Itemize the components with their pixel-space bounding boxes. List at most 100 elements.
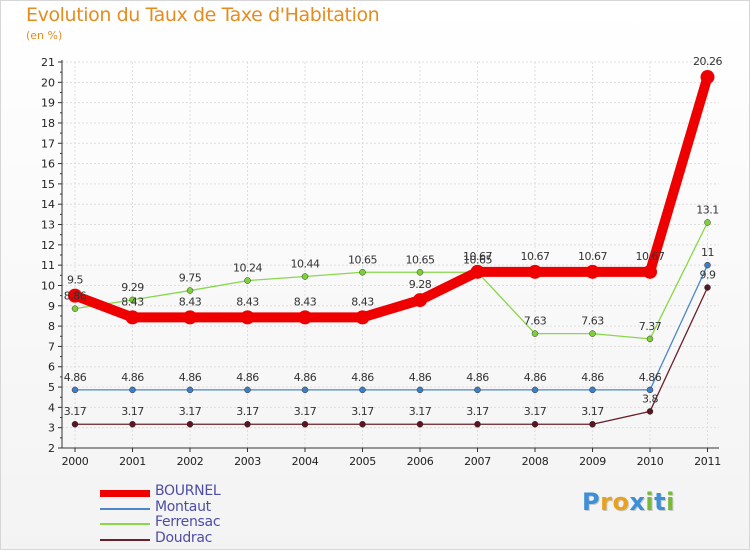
data-point bbox=[186, 386, 194, 394]
data-label: 3.17 bbox=[466, 405, 489, 418]
axes: 2 3 4 5 6 7 8 9 10 11 12 13 14 15 16 17 18 19 20 21 2000 2001… bbox=[41, 56, 721, 468]
data-label: 8.43 bbox=[294, 295, 317, 308]
data-label: 10.65 bbox=[463, 253, 492, 266]
data-label: 7.63 bbox=[581, 315, 604, 328]
y-tick-label: 21 bbox=[41, 56, 55, 69]
series-lines bbox=[68, 70, 715, 428]
legend-label: Doudrac bbox=[155, 530, 213, 546]
y-tick-label: 11 bbox=[41, 259, 55, 272]
y-axis-unit-label: (en %) bbox=[26, 29, 63, 42]
data-point bbox=[359, 269, 366, 276]
logo-letter: o bbox=[612, 488, 630, 516]
data-label: 4.86 bbox=[236, 371, 259, 384]
data-point bbox=[470, 264, 485, 279]
x-tick-label: 2006 bbox=[407, 455, 434, 468]
data-point bbox=[531, 386, 539, 394]
data-point bbox=[301, 386, 309, 394]
data-label: 3.17 bbox=[179, 405, 202, 418]
y-tick-label: 15 bbox=[41, 178, 55, 191]
data-label: 11 bbox=[701, 246, 714, 259]
data-label: 3.17 bbox=[409, 405, 432, 418]
data-label: 4.86 bbox=[466, 371, 489, 384]
data-label: 9.75 bbox=[179, 272, 202, 285]
data-label: 10.65 bbox=[348, 253, 377, 266]
logo-letter: i bbox=[645, 488, 655, 516]
y-tick-label: 13 bbox=[41, 219, 55, 232]
data-label: 3.17 bbox=[524, 405, 547, 418]
data-label: 8.43 bbox=[179, 295, 202, 308]
data-point bbox=[71, 305, 79, 312]
data-label: 3.17 bbox=[236, 405, 259, 418]
x-tick-label: 2000 bbox=[62, 455, 89, 468]
legend-label: BOURNEL bbox=[155, 483, 221, 499]
data-point bbox=[589, 386, 596, 394]
series-line-doudrac bbox=[74, 286, 709, 425]
series-line-bournel bbox=[70, 72, 713, 323]
data-label: 4.86 bbox=[179, 371, 202, 384]
y-tick-label: 7 bbox=[48, 340, 55, 353]
data-label: 10.24 bbox=[233, 262, 262, 275]
logo-letter: i bbox=[666, 488, 675, 516]
data-label: 7.63 bbox=[524, 315, 547, 328]
data-label: 3.8 bbox=[642, 392, 658, 405]
x-tick-label: 2003 bbox=[234, 455, 261, 468]
data-label: 9.9 bbox=[700, 269, 716, 282]
data-point bbox=[474, 386, 481, 394]
data-label: 4.86 bbox=[294, 371, 317, 384]
data-label: 3.17 bbox=[121, 405, 144, 418]
chart-title: Evolution du Taux de Taxe d'Habitation bbox=[26, 4, 380, 26]
x-tick-label: 2005 bbox=[349, 455, 376, 468]
data-point bbox=[643, 264, 657, 279]
data-label: 10.67 bbox=[636, 250, 665, 263]
data-label: 9.28 bbox=[409, 278, 432, 291]
data-point bbox=[646, 335, 654, 343]
data-point bbox=[129, 420, 136, 428]
y-tick-label: 19 bbox=[41, 97, 55, 110]
logo-letter: r bbox=[600, 488, 613, 516]
data-point bbox=[416, 420, 424, 428]
data-label: 13.1 bbox=[696, 203, 719, 216]
data-point bbox=[474, 420, 481, 428]
data-point bbox=[589, 330, 596, 337]
data-point bbox=[416, 269, 424, 276]
y-tick-label: 12 bbox=[41, 239, 55, 252]
y-tick-label: 8 bbox=[48, 320, 55, 333]
y-tick-label: 16 bbox=[41, 158, 55, 171]
data-point bbox=[68, 288, 82, 303]
legend-swatch bbox=[100, 490, 150, 497]
data-point bbox=[301, 273, 309, 280]
y-tick-label: 4 bbox=[48, 401, 55, 414]
data-label: 3.17 bbox=[64, 405, 87, 418]
legend-swatch bbox=[100, 523, 150, 525]
x-tick-label: 2008 bbox=[522, 455, 549, 468]
data-point bbox=[646, 386, 654, 394]
data-point bbox=[589, 420, 596, 428]
data-point bbox=[71, 386, 79, 394]
data-label: 3.17 bbox=[351, 405, 374, 418]
series-line-montaut bbox=[74, 264, 709, 391]
y-tick-label: 14 bbox=[41, 198, 55, 211]
data-point bbox=[704, 261, 711, 269]
x-tick-label: 2007 bbox=[464, 455, 491, 468]
y-tick-label: 17 bbox=[41, 137, 55, 150]
data-point bbox=[244, 420, 251, 428]
data-point bbox=[585, 264, 600, 279]
data-label: 10.65 bbox=[406, 253, 435, 266]
data-point bbox=[359, 420, 366, 428]
x-tick-label: 2002 bbox=[177, 455, 204, 468]
data-point bbox=[240, 310, 255, 325]
y-tick-label: 10 bbox=[41, 279, 55, 292]
data-label: 4.86 bbox=[639, 371, 662, 384]
data-label: 4.86 bbox=[524, 371, 547, 384]
data-point bbox=[71, 420, 79, 428]
y-tick-label: 3 bbox=[48, 422, 55, 435]
data-point bbox=[704, 219, 711, 226]
data-label: 9.5 bbox=[67, 274, 83, 287]
data-point bbox=[244, 386, 251, 394]
data-point bbox=[646, 408, 654, 415]
y-tick-label: 2 bbox=[48, 442, 55, 455]
proxiti-logo: Proxiti bbox=[582, 488, 675, 516]
x-tick-label: 2010 bbox=[637, 455, 664, 468]
data-label: 10.67 bbox=[521, 250, 550, 263]
